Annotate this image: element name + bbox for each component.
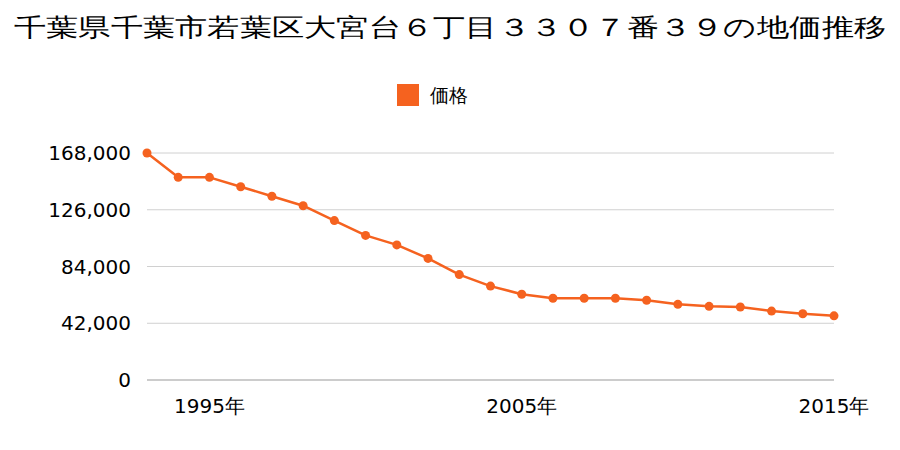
y-tick-label: 42,000 xyxy=(61,311,131,335)
point xyxy=(673,300,682,309)
point xyxy=(174,173,183,182)
point xyxy=(455,270,464,279)
y-tick-label: 84,000 xyxy=(61,255,131,279)
grid-line xyxy=(147,209,834,210)
point xyxy=(424,254,433,263)
point xyxy=(205,173,214,182)
point xyxy=(798,309,807,318)
point xyxy=(517,290,526,299)
title: 千葉県千葉市若葉区大宮台６丁目３３０７番３９の地価推移 xyxy=(14,13,886,42)
point xyxy=(830,311,839,320)
grid xyxy=(147,153,834,380)
point xyxy=(330,216,339,225)
grid-line xyxy=(147,380,834,381)
grid-line xyxy=(147,153,834,154)
line xyxy=(147,153,834,316)
x-tick-label: 1995年 xyxy=(174,394,245,418)
legend: 価格 xyxy=(397,84,468,106)
point xyxy=(736,303,745,312)
y-tick-label: 0 xyxy=(118,368,131,392)
grid-line xyxy=(147,266,834,267)
point xyxy=(767,307,776,316)
y-tick-label: 126,000 xyxy=(48,198,131,222)
point xyxy=(642,296,651,305)
point xyxy=(361,231,370,240)
grid-line xyxy=(147,323,834,324)
plot-area xyxy=(143,149,839,321)
point xyxy=(611,294,620,303)
point xyxy=(267,192,276,201)
y-tick-label: 168,000 xyxy=(48,141,131,165)
x-tick-label: 2015年 xyxy=(799,394,870,418)
chart: 千葉県千葉市若葉区大宮台６丁目３３０７番３９の地価推移価格 0 42,000 84,0… xyxy=(0,0,900,450)
point xyxy=(236,182,245,191)
x-tick-label: 2005年 xyxy=(486,394,557,418)
point xyxy=(392,240,401,249)
legend-swatch xyxy=(397,84,419,106)
legend-label: 価格 xyxy=(430,84,468,106)
point xyxy=(299,201,308,210)
point xyxy=(143,149,152,158)
point xyxy=(580,294,589,303)
x-axis-line xyxy=(147,380,834,381)
point xyxy=(705,302,714,311)
point xyxy=(548,294,557,303)
point xyxy=(486,282,495,291)
